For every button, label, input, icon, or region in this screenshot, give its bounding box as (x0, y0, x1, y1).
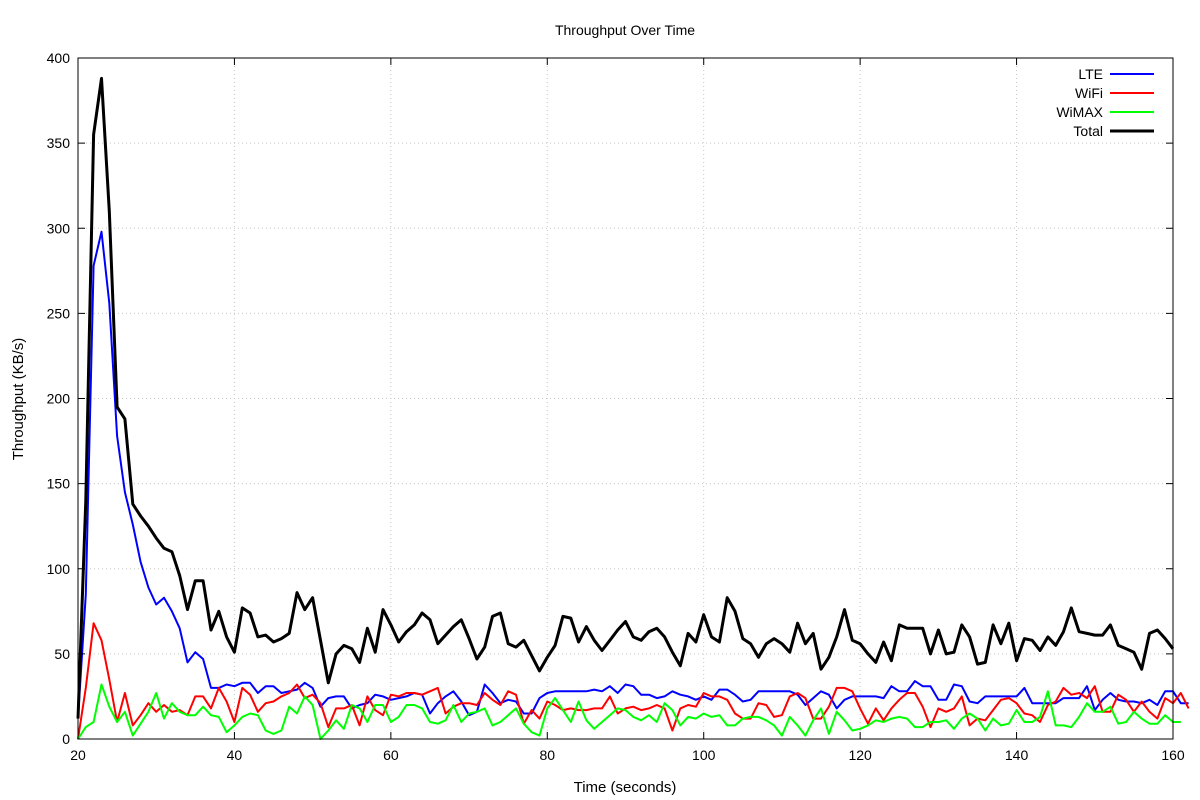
y-tick-label: 50 (54, 646, 70, 662)
series-line-wifi (77, 622, 1190, 740)
x-tick-label: 120 (848, 747, 872, 763)
x-tick-label: 60 (383, 747, 399, 763)
series-line-wimax (77, 683, 1181, 740)
axis-ticks: 20 40 60 80 100 120 140 160 0 50 100 150 200 250 300 35… (47, 50, 1185, 763)
y-tick-label: 250 (47, 305, 71, 321)
series-lines (76, 76, 1190, 740)
legend-label-lte: LTE (1078, 66, 1103, 82)
series-line-total (76, 76, 1175, 719)
y-axis-label: Throughput (KB/s) (10, 338, 27, 461)
x-tick-label: 160 (1161, 747, 1185, 763)
y-tick-label: 0 (62, 731, 70, 747)
grid-lines (78, 58, 1173, 739)
legend-label-wimax: WiMAX (1056, 104, 1103, 120)
series-line-lte (77, 230, 1189, 719)
y-tick-label: 150 (47, 476, 71, 492)
y-tick-label: 350 (47, 135, 71, 151)
x-tick-label: 20 (70, 747, 86, 763)
y-tick-label: 400 (47, 50, 71, 66)
x-tick-label: 140 (1005, 747, 1029, 763)
legend-label-wifi: WiFi (1075, 85, 1103, 101)
y-tick-label: 200 (47, 391, 71, 407)
chart-title: Throughput Over Time (555, 22, 695, 38)
x-tick-label: 80 (539, 747, 555, 763)
x-tick-label: 40 (227, 747, 243, 763)
y-tick-label: 300 (47, 220, 71, 236)
legend-label-total: Total (1073, 123, 1103, 139)
x-axis-label: Time (seconds) (574, 779, 677, 796)
legend: LTE WiFi WiMAX Total (1056, 66, 1154, 139)
y-tick-label: 100 (47, 561, 71, 577)
x-tick-label: 100 (692, 747, 716, 763)
